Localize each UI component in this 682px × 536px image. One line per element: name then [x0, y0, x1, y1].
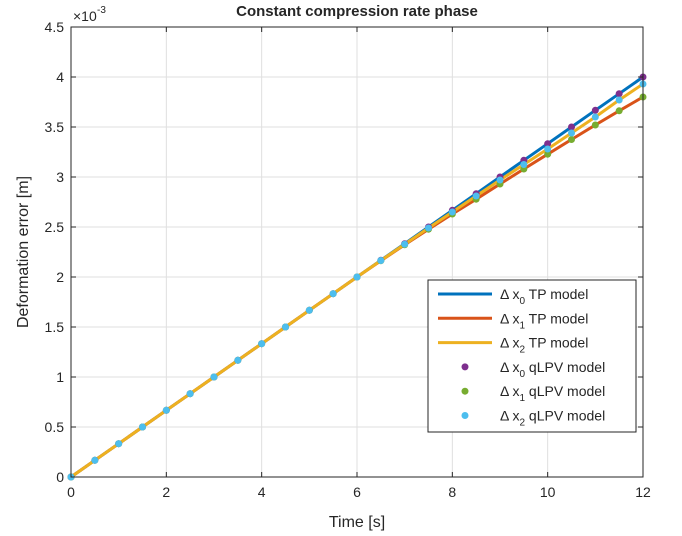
- x-tick-label: 0: [67, 484, 75, 500]
- y-tick-label: 1: [56, 369, 64, 385]
- legend-entry-name: Δ x: [500, 408, 519, 424]
- series-4-point: [544, 150, 552, 158]
- y-tick-label: 0: [56, 469, 64, 485]
- series-4-point: [568, 136, 575, 143]
- x-tick-label: 6: [353, 484, 361, 500]
- series-5-point: [139, 423, 146, 431]
- legend-entry-subscript: 0: [519, 369, 525, 380]
- legend-entry-name: Δ x: [500, 383, 519, 399]
- series-5-point: [591, 113, 599, 121]
- series-5-point: [568, 129, 575, 137]
- series-3-point: [544, 140, 552, 148]
- series-5-point: [377, 257, 385, 264]
- legend-entry-suffix: qLPV model: [525, 408, 605, 424]
- x-axis-label: Time [s]: [329, 514, 385, 531]
- series-4-point: [615, 107, 623, 115]
- y-axis-label: Deformation error [m]: [15, 176, 32, 328]
- legend-entry-name: Δ x: [500, 335, 519, 351]
- series-layer: [67, 73, 647, 481]
- series-5-point: [401, 240, 409, 248]
- legend-entry-label: Δ x1 qLPV model: [500, 383, 605, 404]
- series-5-point: [544, 145, 552, 153]
- y-exponent-base: ×10: [73, 8, 97, 24]
- series-5-point: [162, 406, 170, 414]
- y-tick-label: 2: [56, 269, 64, 285]
- legend-entry-subscript: 1: [519, 320, 525, 331]
- y-tick-label: 4.5: [45, 19, 65, 35]
- series-5-point: [496, 176, 504, 184]
- series-5-point: [425, 224, 432, 232]
- series-4-point: [591, 121, 599, 129]
- series-5-point: [520, 161, 528, 168]
- series-3-point: [591, 106, 599, 114]
- chart-title: Constant compression rate phase: [236, 3, 478, 20]
- legend-entry-name: Δ x: [500, 286, 519, 302]
- series-5-point: [258, 340, 266, 348]
- x-tick-label: 8: [448, 484, 456, 500]
- legend-marker-swatch: [461, 412, 469, 419]
- legend-entry-name: Δ x: [500, 359, 519, 375]
- y-tick-label: 4: [56, 69, 64, 85]
- series-5-point: [186, 390, 194, 398]
- legend-entry-subscript: 2: [519, 345, 525, 356]
- legend-entry-label: Δ x2 qLPV model: [500, 408, 605, 429]
- legend-entry-suffix: qLPV model: [525, 359, 605, 375]
- series-5-point: [329, 290, 337, 298]
- y-tick-label: 2.5: [45, 219, 65, 235]
- legend-entry-label: Δ x0 TP model: [500, 286, 588, 307]
- y-tick-label: 3: [56, 169, 64, 185]
- legend-entry-name: Δ x: [500, 310, 519, 326]
- y-exponent-power: -3: [97, 5, 106, 16]
- legend-entry-suffix: qLPV model: [525, 383, 605, 399]
- legend-box: [427, 279, 637, 433]
- series-5-point: [282, 323, 289, 331]
- y-tick-label: 0.5: [45, 419, 65, 435]
- series-5-point: [353, 273, 361, 281]
- legend-marker-swatch: [461, 363, 469, 371]
- series-3-point: [568, 123, 575, 131]
- legend-marker-swatch: [461, 387, 469, 395]
- legend-entry-suffix: TP model: [525, 286, 588, 302]
- legend-entry-subscript: 0: [519, 296, 525, 307]
- legend-entry-suffix: TP model: [525, 310, 588, 326]
- series-5-point: [472, 192, 480, 200]
- legend-entry-label: Δ x1 TP model: [500, 310, 588, 331]
- legend-entry-label: Δ x0 qLPV model: [500, 359, 605, 380]
- series-5-point: [615, 96, 623, 104]
- series-5-point: [234, 356, 242, 364]
- series-5-point: [305, 306, 313, 314]
- x-tick-label: 2: [162, 484, 170, 500]
- series-3-point: [615, 90, 623, 98]
- series-5-point: [210, 373, 218, 381]
- x-tick-label: 12: [635, 484, 651, 500]
- y-tick-label: 1.5: [45, 319, 65, 335]
- legend-entry-subscript: 2: [519, 418, 525, 429]
- x-tick-label: 4: [258, 484, 266, 500]
- legend-entry-subscript: 1: [519, 393, 525, 404]
- x-tick-label: 10: [540, 484, 556, 500]
- series-5-point: [115, 440, 123, 448]
- legend-entry-label: Δ x2 TP model: [500, 335, 588, 356]
- series-5-point: [448, 208, 456, 216]
- legend-entry-suffix: TP model: [525, 335, 588, 351]
- y-tick-label: 3.5: [45, 119, 65, 135]
- series-5-point: [91, 456, 99, 464]
